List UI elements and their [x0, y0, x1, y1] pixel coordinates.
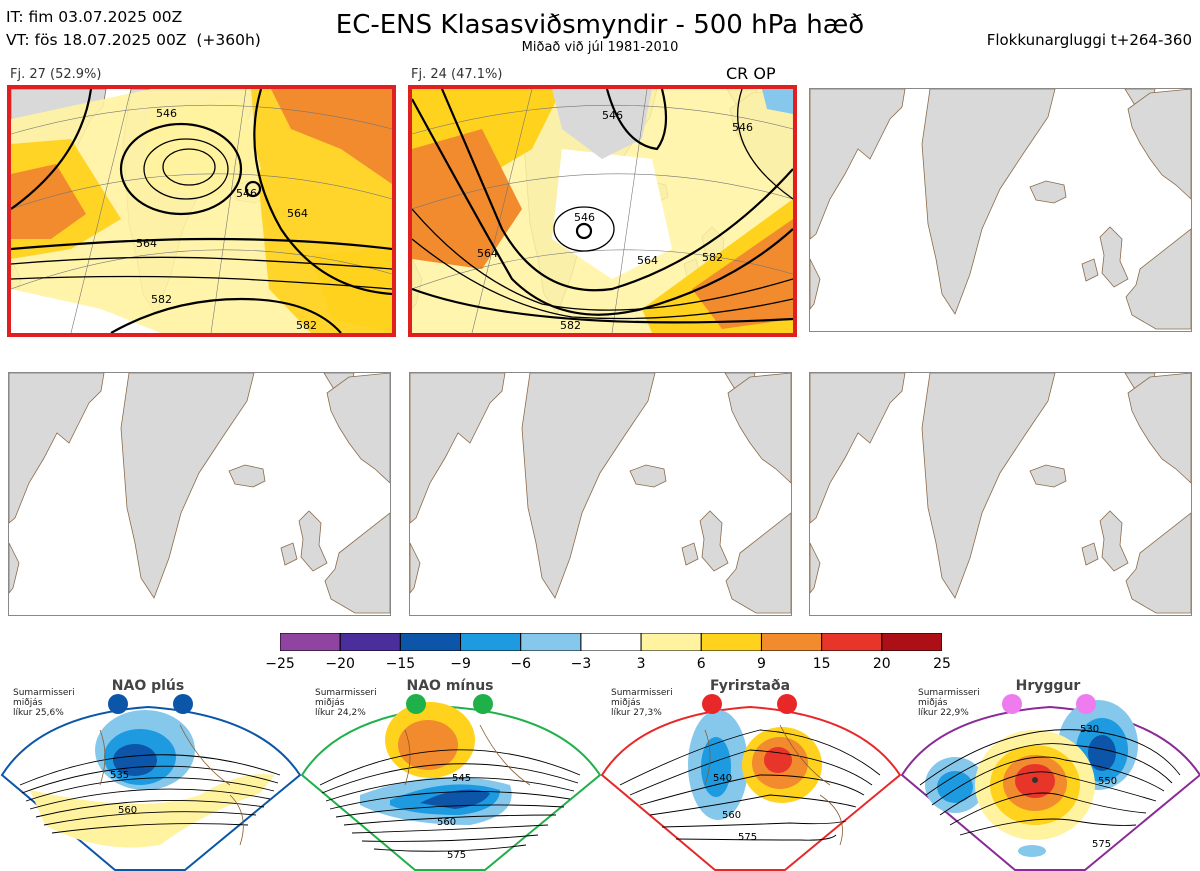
- cluster-panel-1[interactable]: 546 564 582 582 564 546: [7, 85, 396, 337]
- colorbar-swatch: [399, 632, 462, 652]
- cluster-panel-5: [409, 372, 792, 616]
- regime-info-nao-plus: Sumarmisseri miðjás líkur 25,6%: [13, 688, 75, 718]
- colorbar-swatch: [821, 632, 883, 652]
- panel-1-label: Fj. 27 (52.9%): [10, 67, 102, 82]
- regime-blocking: 540 560 575: [600, 694, 902, 871]
- contour-label: 575: [1092, 839, 1111, 850]
- header-info: IT: fim 03.07.2025 00Z VT: fös 18.07.202…: [6, 6, 261, 52]
- regimes: 535 560 545 560 575: [0, 694, 1200, 871]
- contour-label: 560: [437, 817, 456, 828]
- contour-label: 560: [118, 805, 137, 816]
- colorbar-tick-label: 9: [756, 656, 766, 672]
- regime-dot: [1076, 694, 1096, 714]
- colorbar-tick-label: −9: [450, 656, 471, 672]
- colorbar-swatch: [279, 632, 341, 652]
- regime-dot: [473, 694, 493, 714]
- contour-label: 546: [732, 121, 753, 134]
- regime-title-ridge: Hryggur: [1015, 678, 1081, 694]
- regime-title-nao-plus: NAO plús: [111, 678, 185, 694]
- classification-window: Flokkunargluggi t+264-360: [986, 31, 1192, 49]
- colorbar-tick-label: −6: [510, 656, 532, 672]
- colorbar-swatch: [700, 632, 762, 652]
- regime-ridge: 530 550 575: [900, 694, 1200, 871]
- colorbar: [279, 632, 943, 652]
- colorbar-tick-label: 15: [812, 656, 831, 672]
- empty-map-4: [9, 373, 390, 614]
- valid-time: VT: fös 18.07.2025 00Z (+360h): [6, 31, 261, 49]
- contour-label: 546: [574, 211, 595, 224]
- page-title: EC-ENS Klasasviðsmyndir - 500 hPa hæð: [335, 10, 865, 40]
- colorbar-tick-label: 3: [636, 656, 646, 672]
- contour-label: 535: [110, 770, 129, 781]
- colorbar-swatch: [520, 632, 582, 652]
- issue-time: IT: fim 03.07.2025 00Z: [6, 8, 183, 26]
- contour-label: 582: [151, 293, 172, 306]
- cluster-panel-4: [8, 372, 391, 616]
- contour-label: 575: [738, 832, 757, 843]
- cluster-panel-6: [809, 372, 1192, 616]
- regime-nao-plus: 535 560: [0, 694, 302, 871]
- regime-dot: [173, 694, 193, 714]
- page-subtitle: Miðað við júl 1981-2010: [521, 40, 679, 55]
- regime-dot: [702, 694, 722, 714]
- colorbar-swatch: [339, 632, 401, 652]
- colorbar-swatch: [640, 632, 702, 652]
- empty-map-6: [810, 373, 1191, 614]
- regime-dot: [777, 694, 797, 714]
- contour-label: 550: [1098, 776, 1117, 787]
- contour-label: 560: [722, 810, 741, 821]
- cluster-panel-2[interactable]: 546 564 582 582 564 546 546: [408, 85, 797, 337]
- panel-2-label: Fj. 24 (47.1%): [411, 67, 503, 82]
- colorbar-tick-label: 25: [933, 656, 951, 672]
- colorbar-tick-label: 20: [872, 656, 891, 672]
- colorbar-swatch: [881, 632, 943, 652]
- regime-info-nao-minus: Sumarmisseri miðjás líkur 24,2%: [315, 688, 377, 718]
- contour-label: 530: [1080, 724, 1099, 735]
- colorbar-swatches: [279, 632, 943, 652]
- contour-label: 582: [296, 319, 317, 332]
- regime-info-ridge: Sumarmisseri miðjás líkur 22,9%: [918, 688, 980, 718]
- contour-label: 545: [452, 773, 471, 784]
- colorbar-tick-label: −25: [265, 656, 295, 672]
- contour-label: 564: [287, 207, 308, 220]
- regime-dot: [406, 694, 426, 714]
- regime-dot: [108, 694, 128, 714]
- empty-map-5: [410, 373, 791, 614]
- contour-label: 582: [560, 319, 581, 332]
- contour-label: 582: [702, 251, 723, 264]
- contour-label: 540: [713, 773, 732, 784]
- empty-map-3: [810, 89, 1191, 330]
- cluster-panel-3: [809, 88, 1192, 332]
- cluster-map-1: 546 564 582 582 564 546: [11, 89, 392, 333]
- contour-label: 575: [447, 850, 466, 861]
- contour-label: 546: [602, 109, 623, 122]
- contour-label: 564: [477, 247, 498, 260]
- colorbar-tick-label: −15: [385, 656, 416, 672]
- regime-title-blocking: Fyrirstaða: [709, 678, 791, 694]
- regime-info-blocking: Sumarmisseri miðjás líkur 27,3%: [611, 688, 673, 718]
- contour-label: 564: [136, 237, 157, 250]
- colorbar-swatch: [460, 632, 522, 652]
- contour-label: 564: [637, 254, 658, 267]
- contour-label: 546: [156, 107, 177, 120]
- colorbar-swatch: [580, 632, 642, 652]
- control-operational-label: CR OP: [726, 64, 776, 83]
- regime-nao-minus: 545 560 575: [300, 694, 602, 871]
- colorbar-tick-label: −3: [570, 656, 592, 672]
- regime-dot: [1002, 694, 1022, 714]
- regime-title-nao-minus: NAO mínus: [406, 678, 494, 694]
- colorbar-swatch: [760, 632, 823, 652]
- colorbar-tick-label: −20: [325, 656, 355, 672]
- contour-label: 546: [236, 187, 257, 200]
- colorbar-tick-label: 6: [696, 656, 706, 672]
- cluster-map-2: 546 564 582 582 564 546 546: [412, 89, 793, 333]
